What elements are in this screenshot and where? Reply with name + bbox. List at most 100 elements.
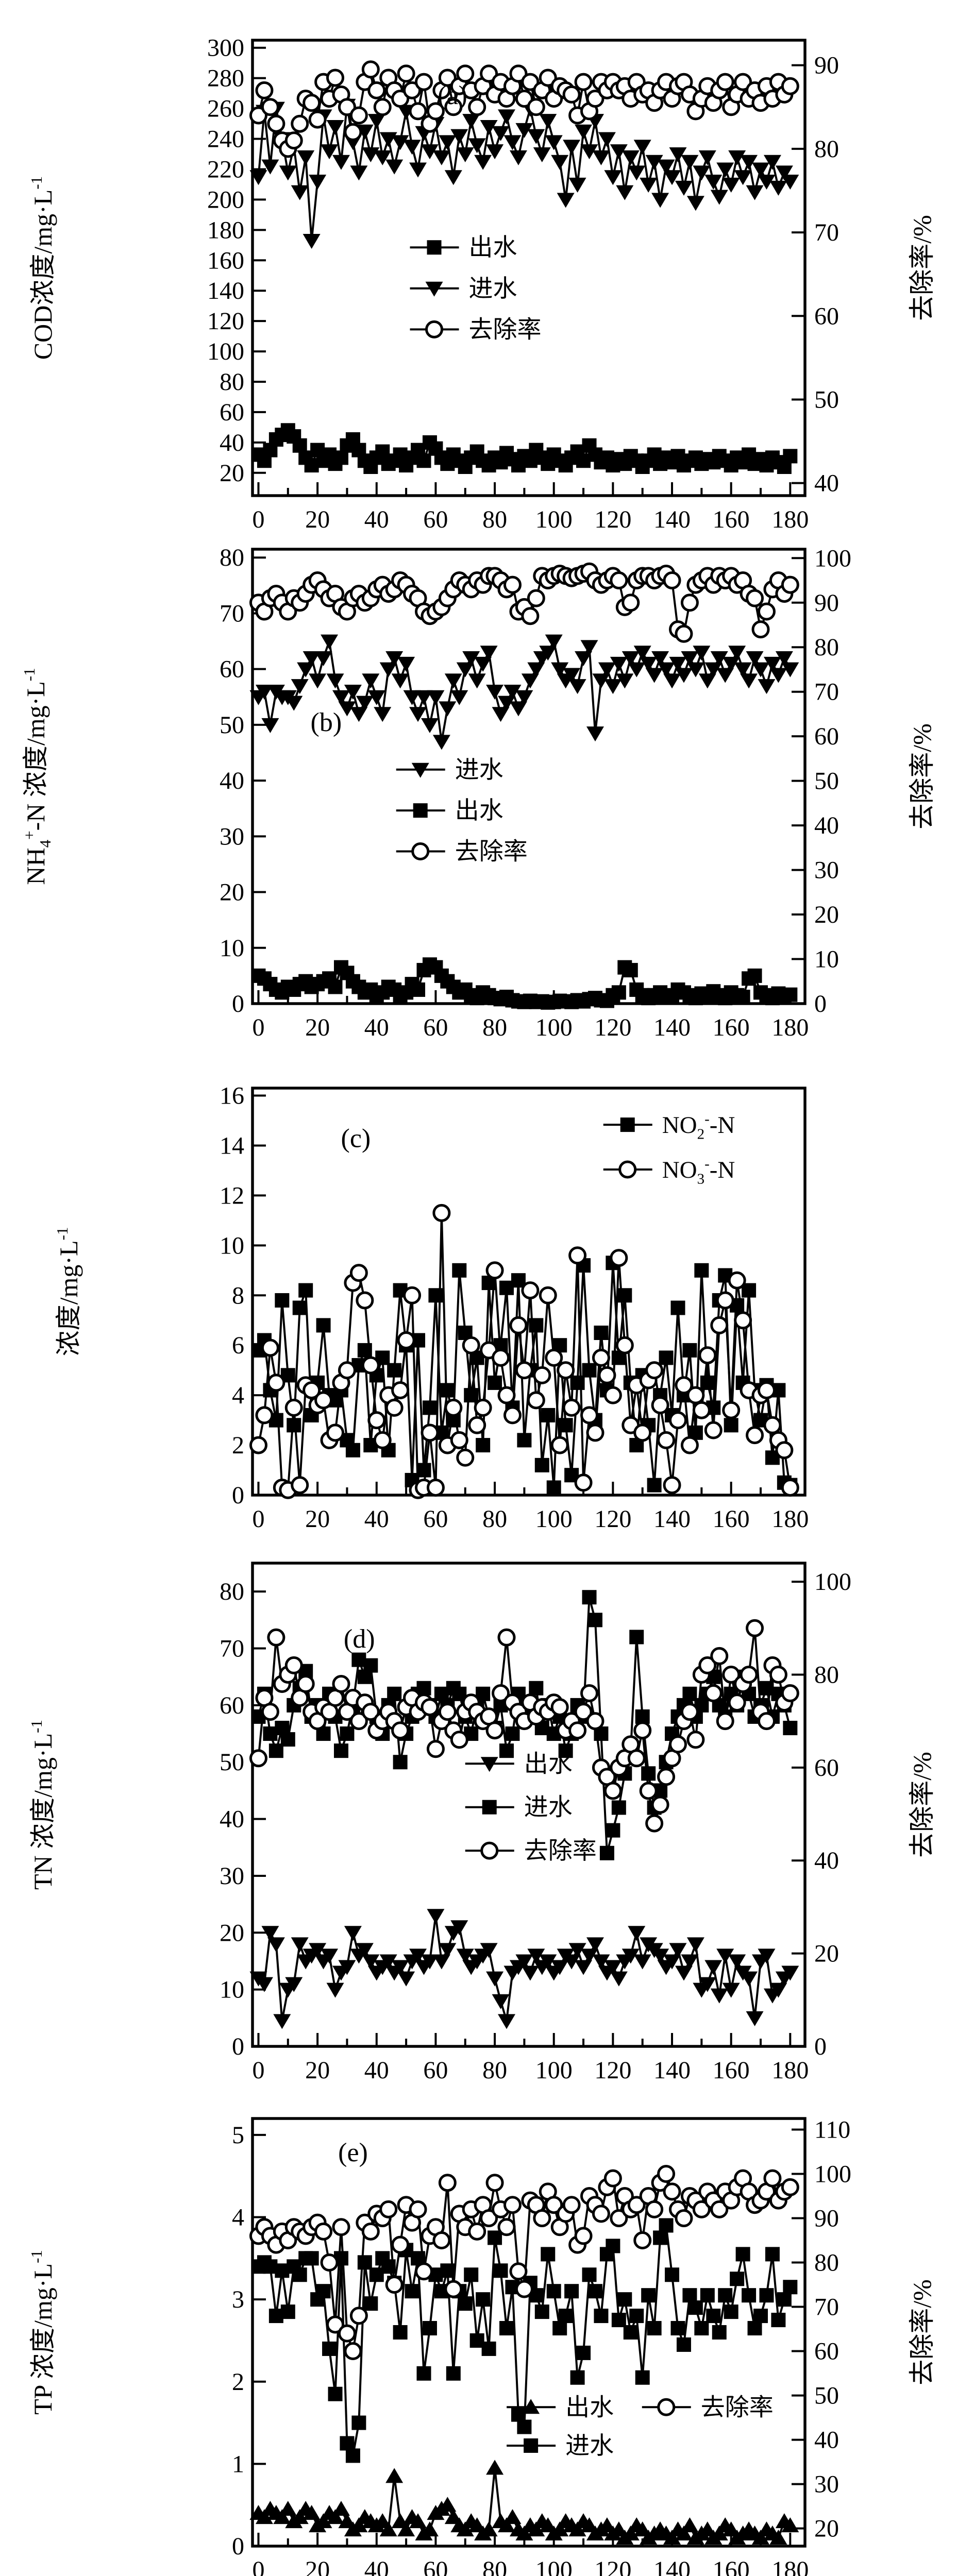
influent-marker	[747, 2321, 762, 2336]
removal-rate-marker	[515, 2280, 533, 2298]
no2-n-marker	[517, 1433, 532, 1448]
effluent-marker	[527, 2521, 545, 2537]
influent-marker	[374, 707, 392, 722]
panel-a-left-axis-title: COD浓度/mg·L-1	[27, 176, 57, 360]
removal-rate-marker	[562, 2196, 581, 2214]
no3-n-marker	[397, 1331, 415, 1350]
effluent-marker	[328, 979, 343, 994]
influent-marker	[521, 673, 539, 689]
effluent-marker	[498, 2014, 516, 2029]
influent-marker	[610, 144, 628, 160]
panel-b-legend-marker-removal-rate	[411, 842, 430, 861]
panel-d-x-tick-label-40: 40	[364, 2057, 389, 2084]
influent-marker	[393, 2325, 408, 2340]
effluent-marker	[432, 1954, 450, 1970]
removal-rate-marker	[492, 1684, 510, 1703]
panel-c-left-tick-label-8: 8	[232, 1282, 244, 1309]
panel-a-left-tick-label-180: 180	[207, 216, 244, 244]
no3-n-marker	[545, 1348, 563, 1367]
removal-rate-marker	[527, 589, 545, 607]
influent-marker	[314, 651, 332, 667]
effluent-marker	[267, 1937, 285, 1953]
removal-rate-marker	[267, 1628, 286, 1647]
panel-a-left-tick-label-280: 280	[207, 65, 244, 92]
influent-marker	[481, 2341, 496, 2356]
panel-b-x-tick-label-80: 80	[482, 1014, 507, 1041]
effluent-marker	[610, 1971, 628, 1987]
effluent-marker	[769, 2530, 787, 2545]
effluent-marker	[291, 1937, 309, 1953]
removal-rate-marker	[426, 1740, 445, 1758]
influent-marker	[594, 2309, 609, 2324]
influent-marker	[456, 147, 474, 162]
removal-rate-marker	[255, 81, 274, 99]
effluent-marker	[669, 1943, 687, 1958]
influent-marker	[710, 651, 728, 667]
removal-rate-marker	[332, 1675, 350, 1693]
no2-n-marker	[488, 1375, 502, 1390]
panel-d-legend-label-effluent: 出水	[524, 1751, 573, 1777]
panel-b-left-tick-label-60: 60	[220, 656, 244, 683]
panel-a-x-tick-label-140: 140	[653, 506, 691, 533]
effluent-marker	[716, 1948, 734, 1964]
effluent-marker	[604, 1960, 622, 1975]
panel-a-x-tick-label-20: 20	[305, 506, 330, 533]
influent-marker	[645, 155, 663, 170]
influent-marker	[775, 165, 793, 181]
removal-rate-marker	[515, 90, 533, 108]
influent-marker	[628, 662, 646, 677]
no3-n-marker	[686, 1386, 705, 1404]
panel-a-series-effluent	[251, 423, 798, 474]
effluent-marker	[356, 1943, 374, 1958]
panel-e: 0 20 40 60 80 100 120 140 160 180 0 1 2 3 4 5 TP 浓度/mg·L…	[27, 2116, 936, 2576]
influent-marker	[279, 165, 297, 181]
effluent-marker	[338, 1960, 356, 1975]
influent-marker	[716, 162, 734, 178]
influent-marker	[704, 662, 723, 677]
influent-marker	[367, 690, 385, 705]
no3-n-marker	[356, 1291, 374, 1310]
influent-marker	[769, 668, 787, 683]
influent-marker	[698, 150, 716, 165]
influent-marker	[604, 679, 622, 694]
influent-marker	[557, 193, 575, 208]
influent-marker	[450, 129, 468, 144]
panel-a-left-tick-label-240: 240	[207, 126, 244, 153]
influent-marker	[280, 1732, 295, 1747]
panel-c-left-axis-title: 浓度/mg·L-1	[53, 1227, 83, 1357]
panel-b-x-tick-label-20: 20	[305, 1014, 330, 1041]
influent-marker	[781, 662, 799, 677]
panel-b: 0 20 40 60 80 100 120 140 160 1800102030405060708…	[20, 544, 936, 1041]
panel-e-frame	[251, 2117, 807, 2548]
no2-n-marker	[298, 1283, 313, 1298]
no2-n-marker	[316, 1318, 331, 1333]
panel-e-right-tick-label-80: 80	[814, 2249, 839, 2277]
panel-a-legend-label-removal-rate: 去除率	[469, 316, 542, 343]
influent-marker	[746, 651, 764, 667]
panel-b-right-tick-label-10: 10	[814, 946, 839, 973]
influent-marker	[458, 2296, 473, 2311]
panel-a-right-tick-label-50: 50	[814, 386, 839, 413]
panel-d-right-axis-title: 去除率/%	[908, 1752, 936, 1858]
panel-e-right-tick-label-20: 20	[814, 2515, 839, 2543]
panel-a-left-tick-label-220: 220	[207, 156, 244, 183]
effluent-marker	[580, 1948, 598, 1964]
effluent-marker	[486, 1971, 504, 1987]
panel-b-x-tick-label-140: 140	[653, 1014, 691, 1041]
effluent-marker	[480, 2521, 498, 2537]
effluent-marker	[740, 1971, 758, 1987]
effluent-marker	[255, 1977, 273, 1992]
panel-e-right-tick-label-90: 90	[814, 2205, 839, 2232]
influent-marker	[397, 656, 415, 672]
effluent-marker	[568, 1943, 586, 1958]
removal-rate-marker	[568, 1721, 587, 1740]
panel-b-right-tick-label-90: 90	[814, 589, 839, 617]
panel-c-x-tick-label-180: 180	[771, 1505, 809, 1533]
influent-marker	[693, 646, 711, 661]
panel-c-left-tick-label-4: 4	[232, 1382, 244, 1409]
removal-rate-marker	[480, 64, 498, 83]
no3-n-marker	[349, 1264, 368, 1282]
influent-marker	[728, 150, 746, 165]
panel-c-series-no3-n	[249, 1204, 799, 1499]
panel-b-left-tick-label-70: 70	[220, 600, 244, 627]
